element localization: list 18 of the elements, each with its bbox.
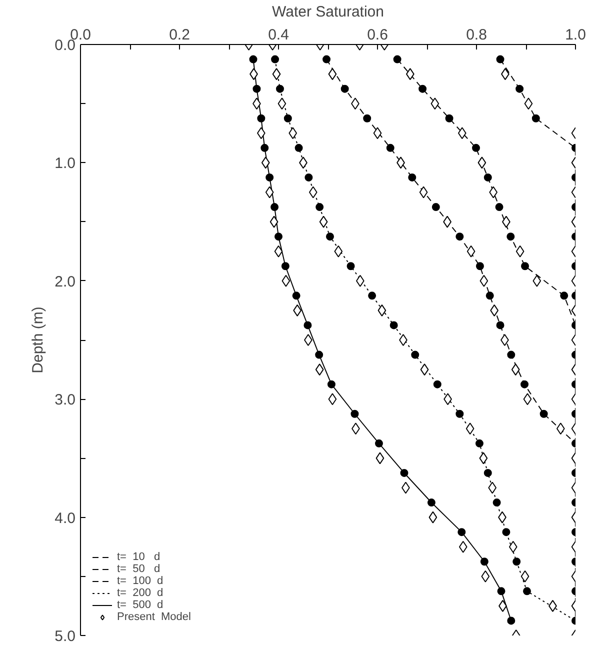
y-axis-title: Depth (m) [30, 306, 47, 374]
y-tick-label: 3.0 [54, 392, 76, 409]
legend-label: t= 200 d [117, 587, 164, 599]
legend-label: t= 10 d [117, 551, 160, 563]
legend-label: Present Model [117, 611, 191, 623]
x-tick-label: 1.0 [565, 26, 586, 44]
x-tick-label: 0.2 [169, 26, 190, 44]
y-tick-label: 2.0 [54, 273, 76, 290]
x-tick-label: 0.6 [367, 26, 388, 44]
legend-label: t= 50 d [117, 563, 160, 575]
x-tick-label: 0.8 [466, 26, 487, 44]
y-tick-label: 5.0 [54, 628, 76, 645]
legend-label: t= 500 d [117, 599, 164, 611]
y-tick-label: 1.0 [54, 155, 76, 172]
y-tick-label: 4.0 [54, 510, 76, 527]
x-tick-label: 0.4 [268, 26, 289, 44]
x-axis-title: Water Saturation [272, 4, 384, 20]
legend-label: t= 100 d [117, 575, 164, 587]
